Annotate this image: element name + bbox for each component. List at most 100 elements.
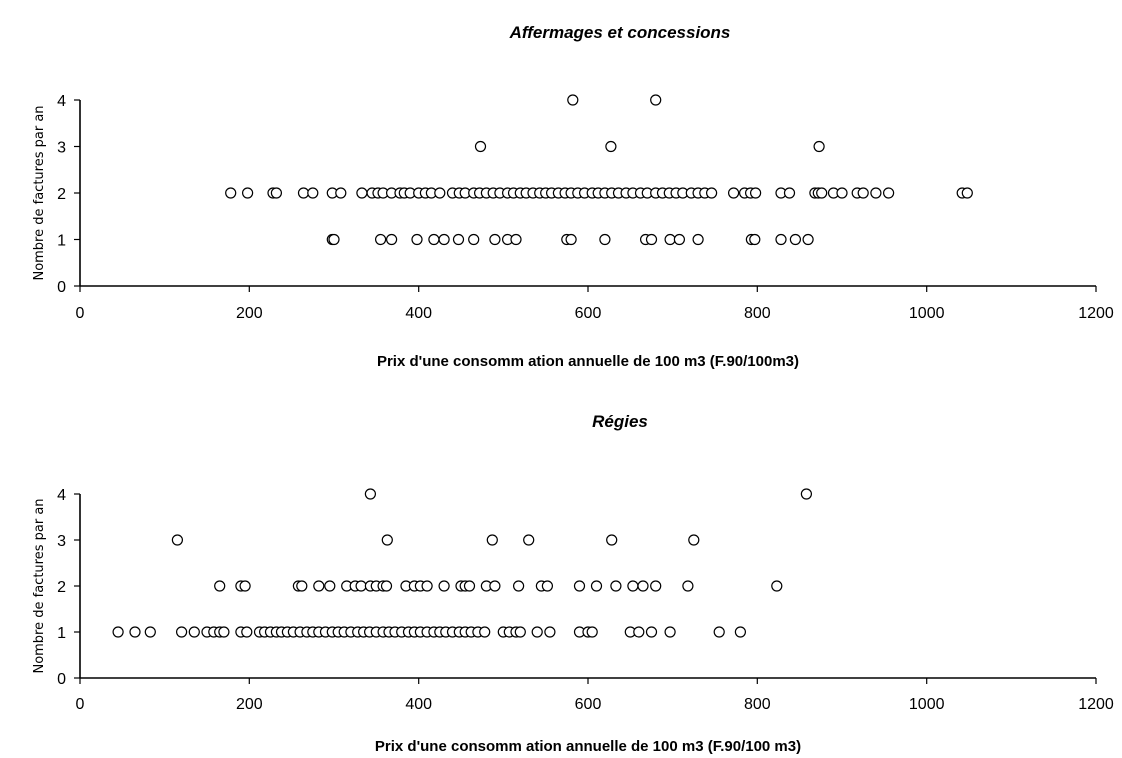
data-point [816,187,828,199]
x-tick-label: 200 [236,305,263,322]
data-point [474,140,487,153]
chart-regies: Régies Nombre de factures par an Prix d'… [32,412,1114,755]
y-axis-label: Nombre de factures par an [32,498,47,673]
axes [79,494,1096,679]
data-point [270,187,282,199]
x-tick-label: 1000 [909,696,945,713]
data-point [380,580,393,592]
data-point [438,233,450,246]
data-point [783,187,796,199]
data-point [523,534,535,546]
x-tick-label: 200 [236,696,263,713]
data-point [749,233,761,246]
data-point [364,488,376,500]
data-point [434,187,446,199]
data-point [836,187,848,199]
y-tick-label: 1 [57,625,66,642]
data-point [452,233,465,246]
data-point [313,580,325,592]
data-point [789,233,802,246]
data-point [567,94,579,106]
data-point [606,534,618,546]
x-tick-label: 1200 [1078,305,1114,322]
data-point [650,580,662,592]
data-point [355,580,367,592]
data-point [645,233,658,246]
data-point [627,580,639,592]
data-point [544,626,556,638]
y-tick-label: 4 [57,93,66,110]
data-point [802,233,814,246]
data-point [749,187,762,199]
scatter-points [225,94,973,246]
data-point [428,233,440,246]
x-tick-label: 400 [405,305,432,322]
data-point [531,626,543,638]
y-tick-label: 4 [57,487,66,504]
data-point [307,187,319,199]
x-axis-label: Prix d'une consomm ation annuelle de 100… [377,353,799,370]
data-point [705,187,718,199]
y-ticks [74,99,80,287]
data-point [961,187,973,199]
data-point [870,187,882,199]
data-point [242,187,254,199]
data-point [645,626,658,638]
data-point [356,187,368,199]
data-point [144,626,156,638]
y-tick-label: 3 [57,533,66,550]
scatter-points [112,488,813,638]
data-point [775,233,787,246]
y-tick-label: 0 [57,671,66,688]
y-axis-label: Nombre de factures par an [32,105,47,280]
y-tick-label: 1 [57,233,66,250]
data-point [565,233,577,246]
data-point [713,626,725,638]
data-point [610,580,622,592]
x-tick-label: 0 [76,696,85,713]
x-tick-label: 0 [76,305,85,322]
data-point [324,580,336,592]
x-tick-label: 600 [575,696,602,713]
data-point [225,187,237,199]
data-point [599,233,611,246]
data-point [239,580,251,592]
x-tick-label: 600 [575,305,602,322]
data-point [381,534,393,546]
data-point [682,580,694,592]
data-point [335,187,347,199]
data-point [857,187,869,199]
data-point [296,580,308,592]
x-axis-label: Prix d'une consomm ation annuelle de 100… [375,738,801,755]
data-point [438,580,450,592]
data-point [512,580,525,592]
data-point [328,233,340,246]
data-point [688,534,700,546]
data-point [800,488,813,500]
data-point [486,534,498,546]
data-point [673,233,686,246]
data-point [510,233,522,246]
data-point [411,233,423,246]
data-point [590,580,603,592]
data-point [664,626,676,638]
chart-title: Affermages et concessions [509,23,731,42]
data-point [692,233,704,246]
data-point [176,626,188,638]
y-tick-label: 3 [57,140,66,157]
data-point [171,534,183,546]
data-point [241,626,253,638]
data-point [188,626,200,638]
data-point [489,233,501,246]
chart-affermages: Affermages et concessions Nombre de fact… [32,23,1114,370]
data-point [633,626,645,638]
data-point [813,140,825,153]
data-point [573,580,586,592]
data-point [771,580,783,592]
y-tick-label: 0 [57,279,66,296]
data-point [664,233,676,246]
x-tick-labels: 0 200 400 600 800 1000 1200 [76,305,1114,322]
data-point [468,233,480,246]
x-tick-label: 1200 [1078,696,1114,713]
y-tick-label: 2 [57,186,66,203]
